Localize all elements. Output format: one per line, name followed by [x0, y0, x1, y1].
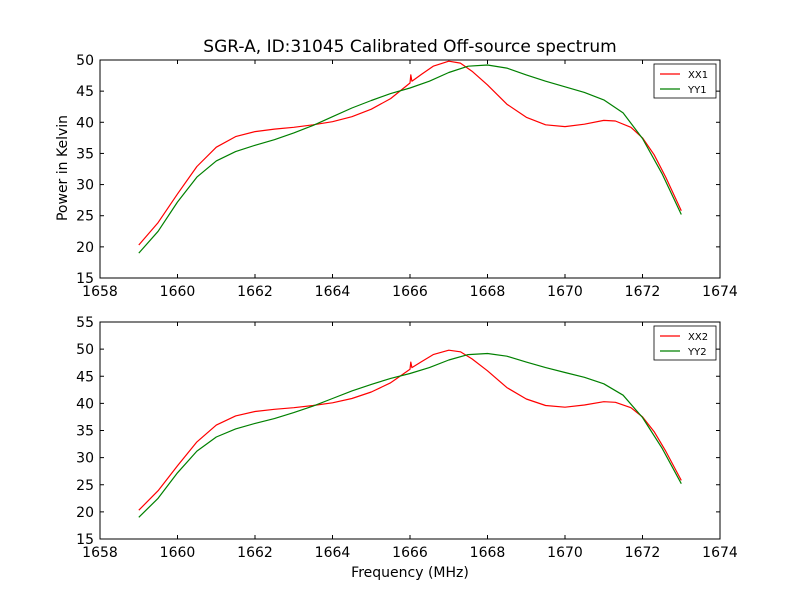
x-tick-label: 1658 — [82, 284, 118, 300]
y-axis-label: Power in Kelvin — [55, 115, 71, 221]
y-tick-label: 45 — [76, 84, 94, 100]
legend-box — [653, 325, 717, 361]
y-tick-label: 40 — [76, 396, 94, 412]
y-tick-label: 15 — [76, 532, 94, 548]
y-tick-label: 20 — [76, 240, 94, 256]
x-tick-label: 1666 — [392, 284, 428, 300]
x-tick-label: 1672 — [625, 545, 661, 561]
series-line-xx2 — [138, 349, 682, 511]
legend-label-xx1: XX1 — [688, 70, 708, 81]
x-tick-label: 1662 — [237, 545, 273, 561]
y-tick-label: 35 — [76, 424, 94, 440]
x-tick-label: 1664 — [315, 545, 351, 561]
x-tick-label: 1672 — [625, 284, 661, 300]
series-line-yy1 — [138, 64, 682, 254]
y-tick-label: 30 — [76, 178, 94, 194]
x-tick-label: 1658 — [82, 545, 118, 561]
legend-label-yy2: YY2 — [687, 347, 707, 358]
legend-box — [653, 63, 717, 99]
series-line-xx1 — [138, 60, 682, 246]
x-tick-label: 1660 — [160, 284, 196, 300]
x-tick-label: 1662 — [237, 284, 273, 300]
chart-title: SGR-A, ID:31045 Calibrated Off-source sp… — [203, 37, 616, 57]
legend-label-xx2: XX2 — [688, 332, 708, 343]
x-tick-label: 1670 — [547, 545, 583, 561]
y-tick-label: 25 — [76, 478, 94, 494]
y-tick-label: 20 — [76, 505, 94, 521]
x-tick-label: 1664 — [315, 284, 351, 300]
y-tick-label: 55 — [76, 315, 94, 331]
x-tick-label: 1670 — [547, 284, 583, 300]
series-line-yy2 — [138, 352, 682, 518]
x-tick-label: 1660 — [160, 545, 196, 561]
x-axis-label: Frequency (MHz) — [351, 565, 469, 581]
y-tick-label: 45 — [76, 369, 94, 385]
y-tick-label: 40 — [76, 115, 94, 131]
y-tick-label: 25 — [76, 209, 94, 225]
y-tick-label: 50 — [76, 342, 94, 358]
x-tick-label: 1668 — [470, 545, 506, 561]
chart-panel-bottom: 1658 1660 1662 1664 1666 1668 1670 1672 1674 15 20… — [76, 315, 738, 561]
legend-label-yy1: YY1 — [687, 85, 707, 96]
y-tick-label: 30 — [76, 451, 94, 467]
y-tick-label: 50 — [76, 53, 94, 69]
x-tick-label: 1674 — [702, 545, 738, 561]
chart-panel-top: 1658 1660 1662 1664 1666 1668 1670 1672 1674 15 20… — [76, 53, 738, 300]
y-tick-label: 15 — [76, 271, 94, 287]
y-tick-label: 35 — [76, 146, 94, 162]
x-tick-label: 1666 — [392, 545, 428, 561]
x-tick-label: 1668 — [470, 284, 506, 300]
x-tick-label: 1674 — [702, 284, 738, 300]
